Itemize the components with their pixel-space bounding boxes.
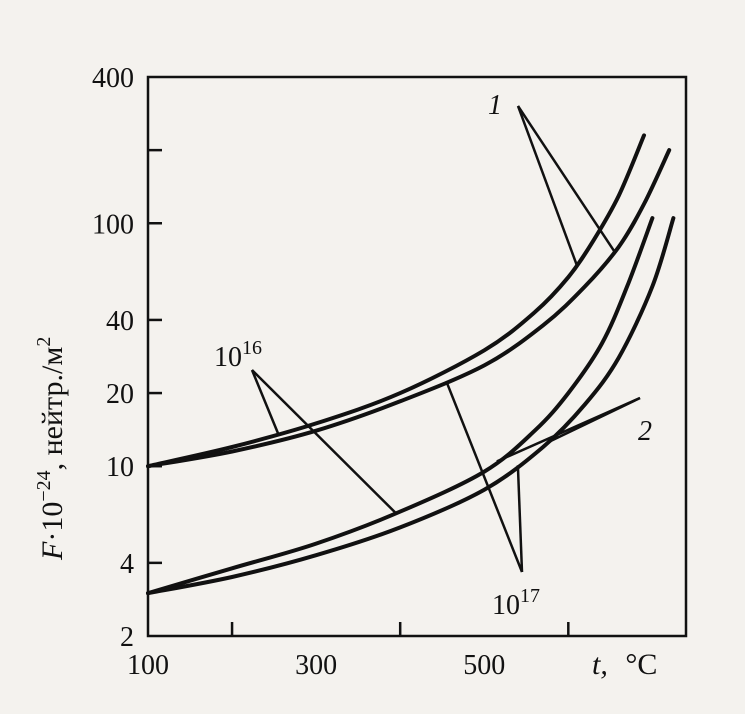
y-axis-title: F·10−24, нейтр./м2 [33, 337, 69, 561]
leader-1e16-b [251, 369, 397, 515]
y-axis: 2 4 10 20 40 100 400 [92, 63, 162, 653]
x-tick-label-300: 300 [295, 650, 337, 681]
x-axis-variable: t, [592, 648, 608, 681]
fluence-1e16-base: 10 [214, 342, 242, 373]
x-tick-label-100: 100 [127, 650, 169, 681]
curves [146, 133, 676, 596]
y-tick-label-400: 400 [92, 63, 134, 94]
leader-2-b [546, 396, 641, 444]
y-tick-label-100: 100 [92, 209, 134, 240]
fluence-label-1e16: 1016 [214, 337, 262, 373]
leader-1-b [516, 105, 616, 253]
fluence-1e17-base: 10 [492, 590, 520, 621]
plot-frame [146, 75, 688, 638]
y-axis-exponent: −24 [33, 470, 55, 501]
y-tick-label-40: 40 [106, 306, 134, 337]
leader-1-a [516, 105, 578, 266]
y-axis-unit: , нейтр./м [36, 347, 69, 471]
fluence-1e17-exponent: 17 [520, 585, 540, 607]
x-axis-unit: °C [625, 648, 657, 681]
x-axis-title: t, °C [592, 648, 657, 681]
leader-1e16-a [250, 369, 280, 435]
series-1-fluence-16 [146, 133, 646, 469]
leader-1e17-a [445, 381, 524, 573]
y-tick-label-2: 2 [120, 622, 134, 653]
series-2-fluence-16 [146, 216, 655, 596]
fluence-label-1e17: 1017 [492, 585, 540, 621]
leader-lines [250, 105, 641, 573]
fluence-1e16-exponent: 16 [242, 337, 262, 359]
leader-1e17-b [516, 465, 524, 573]
y-tick-label-10: 10 [106, 452, 134, 483]
y-axis-unit-exponent: 2 [33, 337, 55, 347]
y-axis-variable: F [36, 541, 69, 561]
x-axis: 100 300 500 [127, 622, 570, 681]
series-2-fluence-17 [146, 216, 676, 596]
curve-label-1: 1 [488, 90, 502, 121]
x-tick-label-500: 500 [463, 650, 505, 681]
y-tick-label-20: 20 [106, 379, 134, 410]
y-tick-label-4: 4 [120, 549, 134, 580]
series-1-fluence-17 [146, 148, 672, 469]
y-axis-base: ·10 [36, 502, 69, 542]
curve-label-2: 2 [638, 416, 652, 447]
